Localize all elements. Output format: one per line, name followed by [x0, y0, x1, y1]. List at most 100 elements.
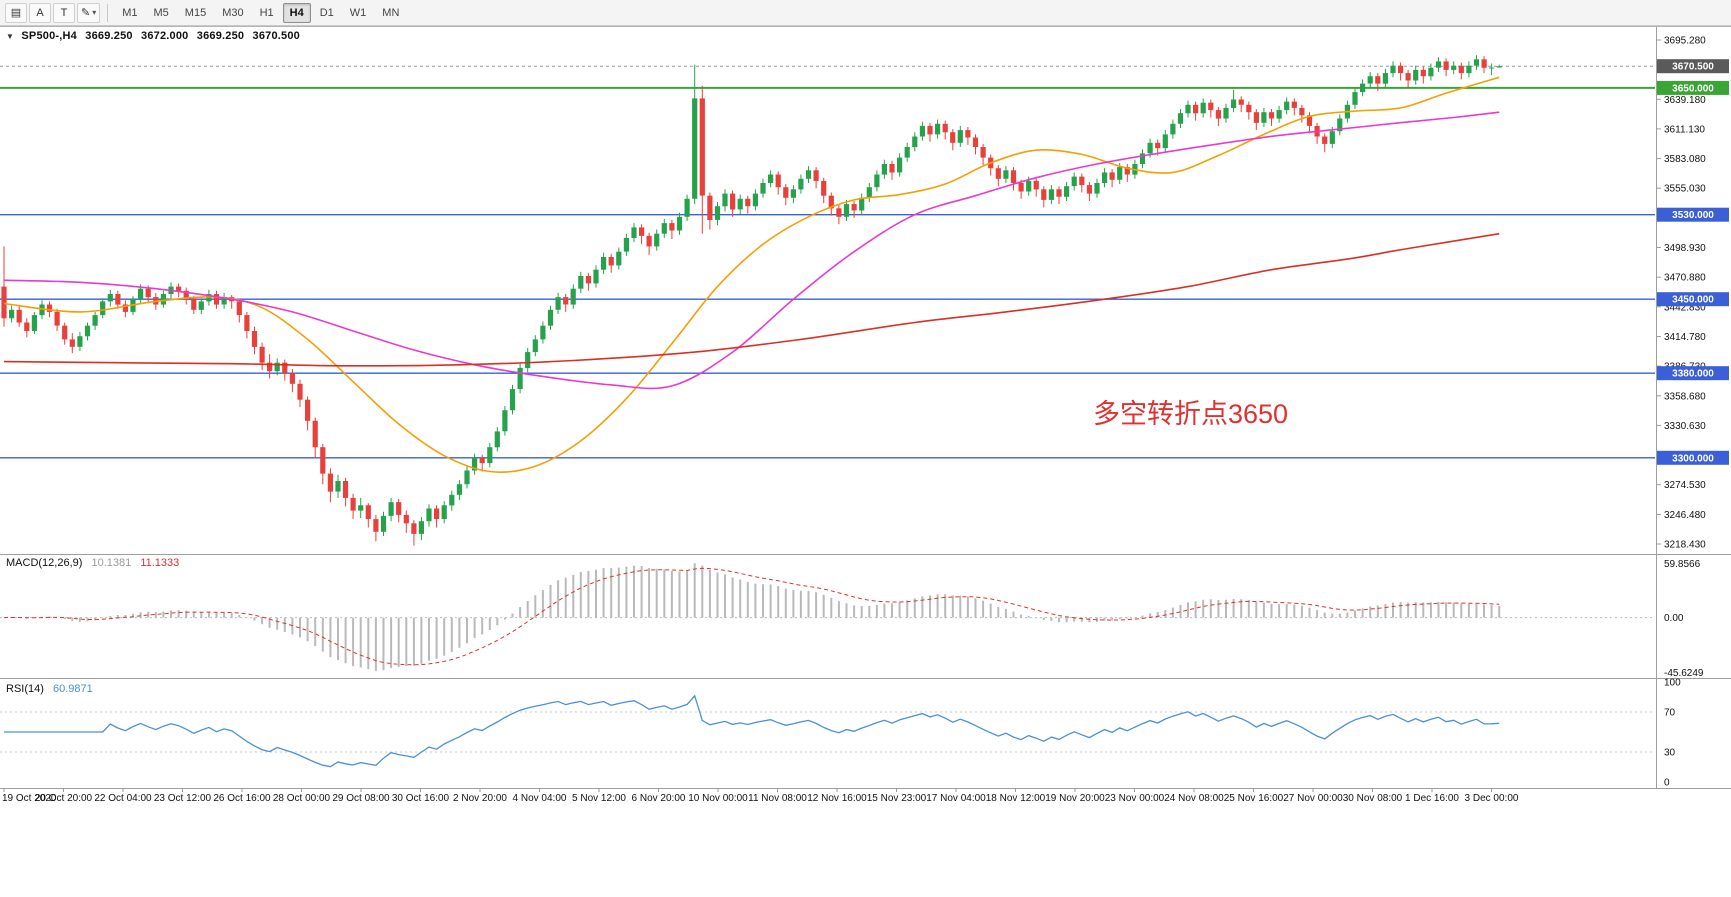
svg-text:15 Nov 23:00: 15 Nov 23:00	[867, 793, 927, 804]
timeframe-button-h4[interactable]: H4	[282, 2, 311, 23]
macd-pane: 59.8566 0.00 -45.6249	[0, 559, 1704, 679]
svg-text:12 Nov 16:00: 12 Nov 16:00	[807, 793, 867, 804]
svg-text:30: 30	[1664, 748, 1676, 759]
close-value: 3670.500	[252, 30, 300, 42]
svg-text:6 Nov 20:00: 6 Nov 20:00	[632, 793, 686, 804]
price-markers: 3650.000 3530.000 3450.000 3380.000 3300.000…	[1657, 59, 1729, 465]
svg-text:0: 0	[1664, 778, 1670, 789]
chart-area[interactable]: 3695.2803667.2303639.1803611.1303583.080…	[0, 26, 1731, 897]
svg-text:25 Nov 16:00: 25 Nov 16:00	[1224, 793, 1284, 804]
svg-text:3639.180: 3639.180	[1664, 95, 1706, 106]
svg-text:3530.000: 3530.000	[1672, 210, 1714, 221]
price-marker-bid: 3670.500	[1657, 59, 1729, 74]
toolbar-separator	[107, 3, 109, 22]
timeframe-button-h1[interactable]: H1	[253, 3, 281, 23]
svg-text:30 Oct 16:00: 30 Oct 16:00	[392, 793, 450, 804]
svg-text:24 Nov 08:00: 24 Nov 08:00	[1164, 793, 1224, 804]
svg-text:0.00: 0.00	[1664, 613, 1684, 624]
svg-text:3450.000: 3450.000	[1672, 295, 1714, 306]
rsi-pane: 100 70 30 0	[0, 678, 1681, 789]
rsi-indicator-label: RSI(14) 60.9871	[6, 683, 99, 695]
svg-text:3670.500: 3670.500	[1672, 62, 1714, 73]
svg-text:3555.030: 3555.030	[1664, 184, 1706, 195]
low-value: 3669.250	[196, 30, 245, 42]
horizontal-level-lines[interactable]	[0, 86, 1655, 459]
svg-text:3358.680: 3358.680	[1664, 391, 1706, 402]
svg-text:26 Oct 16:00: 26 Oct 16:00	[213, 793, 271, 804]
ma-mid-magenta[interactable]	[3, 111, 1500, 390]
svg-text:20 Oct 20:00: 20 Oct 20:00	[35, 793, 93, 804]
svg-text:28 Oct 00:00: 28 Oct 00:00	[273, 793, 331, 804]
svg-text:4 Nov 04:00: 4 Nov 04:00	[513, 793, 567, 804]
svg-text:1 Dec 16:00: 1 Dec 16:00	[1405, 793, 1459, 804]
svg-text:2 Nov 20:00: 2 Nov 20:00	[453, 793, 507, 804]
macd-signal-value: 11.1333	[140, 557, 180, 569]
svg-text:70: 70	[1664, 708, 1676, 719]
chart-canvas[interactable]: 3695.2803667.2303639.1803611.1303583.080…	[0, 26, 1731, 897]
timeframe-group: M1 M5 M15 M30 H1 H4 D1 W1 MN	[114, 2, 407, 23]
rsi-name: RSI(14)	[6, 683, 44, 695]
svg-text:3246.480: 3246.480	[1664, 510, 1706, 521]
chart-toolbar: ▤ A T ✎ ▾ M1 M5 M15 M30 H1 H4 D1 W1 MN	[0, 0, 1731, 26]
candles-layer	[1, 55, 1502, 546]
rsi-line	[4, 694, 1500, 768]
pencil-icon: ✎	[81, 7, 91, 19]
svg-text:59.8566: 59.8566	[1664, 559, 1701, 570]
svg-text:3611.130: 3611.130	[1664, 124, 1705, 135]
price-marker-3650: 3650.000	[1657, 80, 1729, 95]
symbol-period-label: SP500-,H4	[21, 30, 77, 42]
svg-text:18 Nov 12:00: 18 Nov 12:00	[986, 793, 1046, 804]
text-label-tool-button[interactable]: A	[29, 2, 51, 23]
svg-text:3414.780: 3414.780	[1664, 332, 1706, 343]
svg-text:3442.830: 3442.830	[1664, 302, 1706, 313]
price-marker-3380: 3380.000	[1657, 366, 1729, 381]
svg-text:3650.000: 3650.000	[1672, 83, 1714, 94]
timeframe-button-w1[interactable]: W1	[343, 3, 374, 23]
timeframe-button-m15[interactable]: M15	[178, 3, 213, 23]
text-tool-button[interactable]: T	[53, 2, 75, 23]
pane-separators[interactable]	[0, 554, 1731, 789]
svg-text:19 Nov 20:00: 19 Nov 20:00	[1045, 793, 1105, 804]
timeframe-button-m5[interactable]: M5	[147, 3, 176, 23]
svg-text:3 Dec 00:00: 3 Dec 00:00	[1465, 793, 1519, 804]
macd-signal-line	[3, 567, 1500, 666]
ma-slow-red[interactable]	[3, 232, 1500, 367]
svg-text:5 Nov 12:00: 5 Nov 12:00	[572, 793, 626, 804]
svg-text:3218.430: 3218.430	[1664, 540, 1706, 551]
svg-text:3380.000: 3380.000	[1672, 369, 1714, 380]
high-value: 3672.000	[141, 30, 189, 42]
timeframe-button-m30[interactable]: M30	[215, 3, 250, 23]
chevron-down-icon: ▾	[92, 8, 97, 17]
svg-text:10 Nov 00:00: 10 Nov 00:00	[688, 793, 748, 804]
svg-text:19 Oct 2020: 19 Oct 2020	[2, 793, 57, 804]
timeframe-button-m1[interactable]: M1	[115, 3, 144, 23]
svg-text:3300.000: 3300.000	[1672, 453, 1714, 464]
svg-text:3583.080: 3583.080	[1664, 154, 1706, 165]
draw-tools-dropdown[interactable]: ✎ ▾	[77, 2, 101, 23]
svg-text:29 Oct 08:00: 29 Oct 08:00	[332, 793, 390, 804]
svg-text:23 Oct 12:00: 23 Oct 12:00	[154, 793, 212, 804]
svg-text:27 Nov 00:00: 27 Nov 00:00	[1283, 793, 1343, 804]
svg-text:11 Nov 08:00: 11 Nov 08:00	[748, 793, 807, 804]
svg-text:22 Oct 04:00: 22 Oct 04:00	[94, 793, 152, 804]
macd-name: MACD(12,26,9)	[6, 557, 83, 569]
collapse-subwindow-icon[interactable]: ▼	[6, 32, 15, 41]
chart-window-icon[interactable]: ▤	[5, 2, 27, 23]
svg-text:30 Nov 08:00: 30 Nov 08:00	[1343, 793, 1403, 804]
macd-main-value: 10.1381	[91, 557, 132, 569]
timeframe-button-d1[interactable]: D1	[313, 3, 341, 23]
annotation-text[interactable]: 多空转折点3650	[1093, 399, 1289, 429]
svg-text:-45.6249: -45.6249	[1664, 668, 1704, 679]
open-value: 3669.250	[85, 30, 133, 42]
svg-text:3330.630: 3330.630	[1664, 421, 1706, 432]
timeframe-button-mn[interactable]: MN	[375, 3, 406, 23]
svg-text:3695.280: 3695.280	[1664, 36, 1706, 47]
svg-text:3274.530: 3274.530	[1664, 480, 1706, 491]
svg-text:3498.930: 3498.930	[1664, 243, 1706, 254]
price-marker-3300: 3300.000	[1657, 450, 1729, 465]
svg-text:3470.880: 3470.880	[1664, 273, 1706, 284]
svg-text:17 Nov 04:00: 17 Nov 04:00	[926, 793, 986, 804]
macd-indicator-label: MACD(12,26,9) 10.1381 11.1333	[6, 557, 185, 569]
symbol-info: ▼ SP500-,H4 3669.250 3672.000 3669.250 3…	[6, 30, 305, 42]
